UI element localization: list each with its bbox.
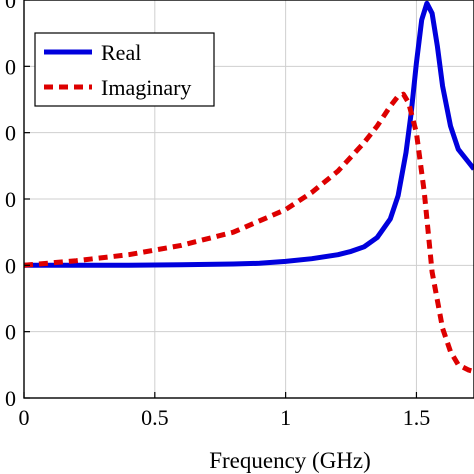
y-tick-label: 0	[5, 320, 16, 345]
x-axis-label: Frequency (GHz)	[209, 448, 371, 473]
plot-series	[23, 0, 474, 374]
y-tick-label: 0	[5, 386, 16, 411]
legend-label-real: Real	[101, 40, 141, 65]
x-tick-label: 1	[280, 405, 291, 430]
legend: Real Imaginary	[34, 32, 215, 107]
x-tick-label: 0	[19, 405, 30, 430]
y-tick-label: 0	[5, 187, 16, 212]
legend-box	[34, 32, 215, 107]
y-tick-label: 0	[5, 253, 16, 278]
x-tick-label: 1.5	[403, 405, 431, 430]
series-line-real	[24, 0, 474, 268]
x-tick-label: 0.5	[141, 405, 169, 430]
y-tick-label: 0	[5, 0, 16, 13]
grid-lines	[23, 0, 474, 399]
legend-label-imaginary: Imaginary	[101, 75, 191, 100]
series-line-imaginary	[23, 91, 474, 374]
y-tick-label: 0	[5, 54, 16, 79]
y-tick-label: 0	[5, 121, 16, 146]
